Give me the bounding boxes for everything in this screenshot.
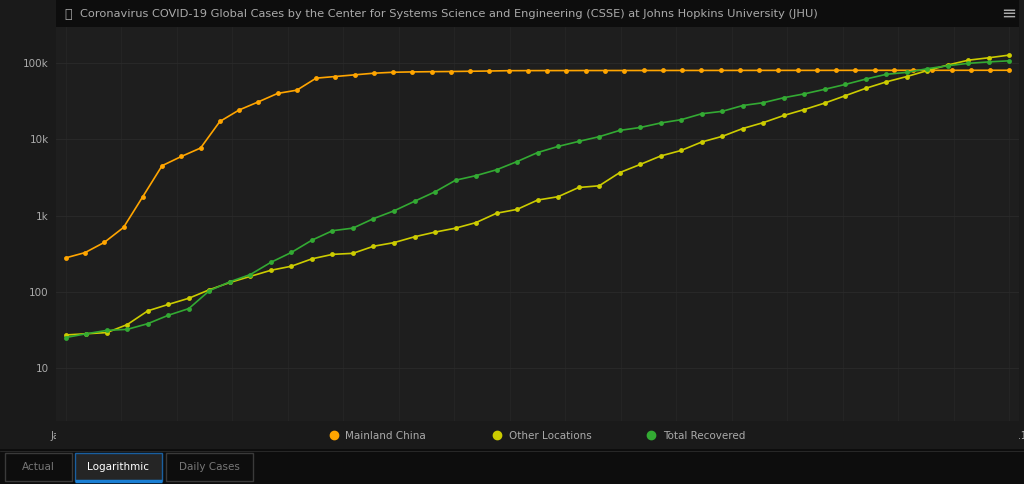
Text: Actual: Actual: [22, 461, 55, 471]
FancyBboxPatch shape: [75, 453, 162, 481]
Text: 1k: 1k: [36, 211, 48, 221]
Text: Daily Cases: Daily Cases: [179, 461, 240, 471]
Text: 10: 10: [36, 363, 48, 373]
Text: ⛨: ⛨: [65, 7, 72, 20]
Text: Coronavirus COVID-19 Global Cases by the Center for Systems Science and Engineer: Coronavirus COVID-19 Global Cases by the…: [80, 9, 818, 19]
Text: 100: 100: [29, 287, 48, 297]
Text: 10k: 10k: [30, 135, 48, 145]
Text: Mainland China: Mainland China: [345, 430, 426, 440]
FancyBboxPatch shape: [166, 453, 253, 481]
Text: Logarithmic: Logarithmic: [87, 461, 150, 471]
Text: ≡: ≡: [1000, 5, 1016, 23]
Text: Total Recovered: Total Recovered: [663, 430, 745, 440]
FancyBboxPatch shape: [5, 453, 72, 481]
Text: Other Locations: Other Locations: [509, 430, 592, 440]
Text: 100k: 100k: [23, 59, 48, 69]
